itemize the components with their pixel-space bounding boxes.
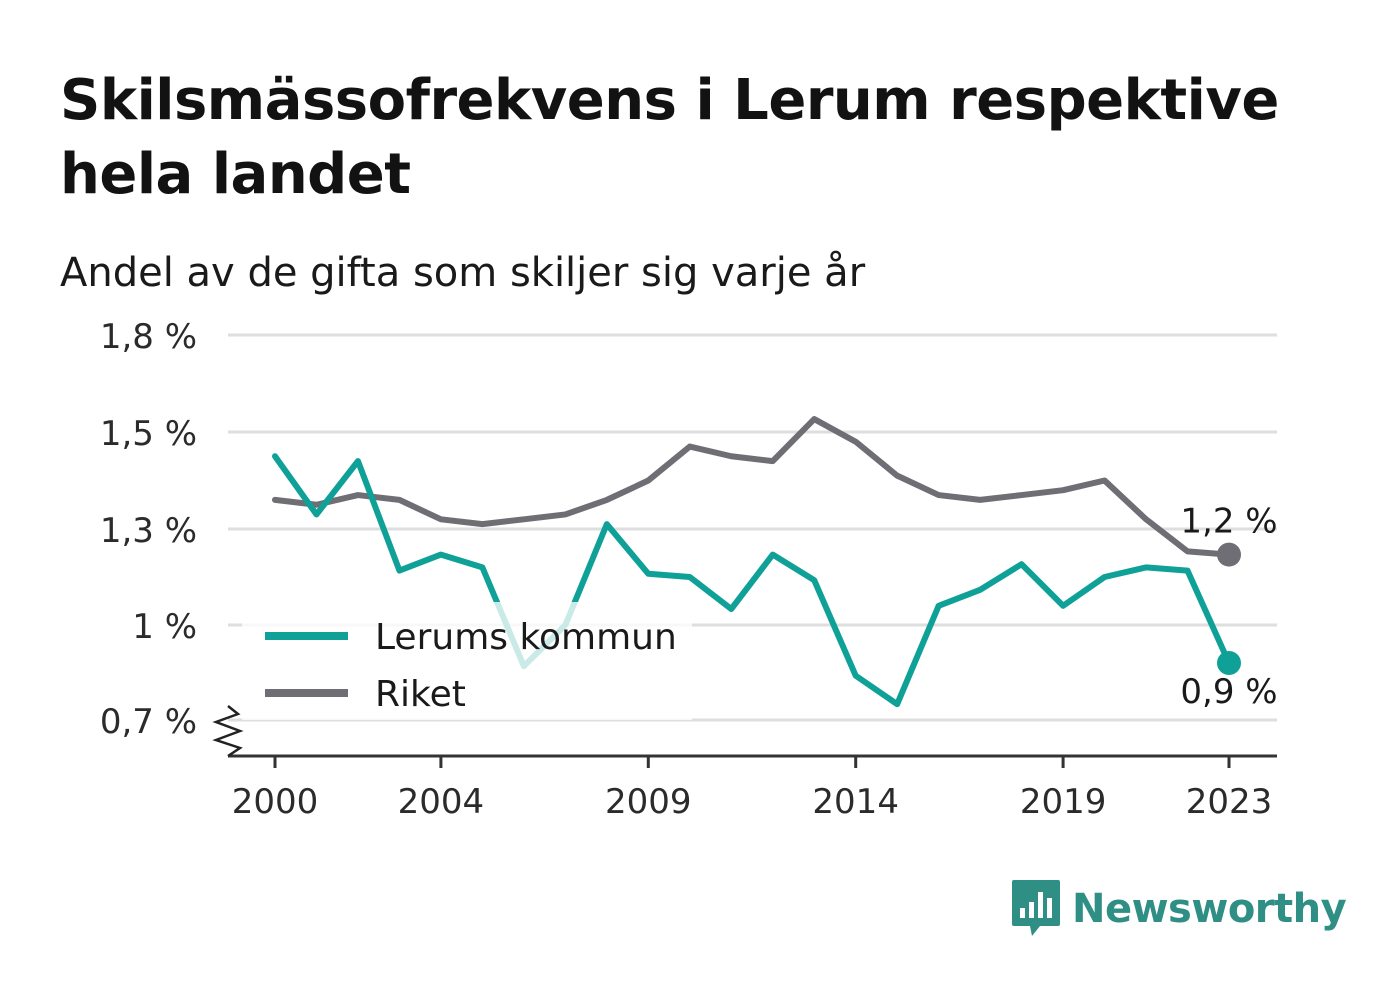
data-point-riket [606,499,608,501]
series-line-lerum [272,453,1232,708]
data-point-lerum [398,570,400,572]
end-marker-riket [1217,542,1241,567]
x-tick-label: 2000 [232,782,319,822]
data-point-lerum [1104,576,1106,578]
data-point-riket [1021,494,1023,496]
data-point-riket [938,494,940,496]
end-labels: 0,9 % 1,2 % [1180,502,1277,712]
data-point-riket [1187,550,1189,552]
data-point-lerum [730,608,732,610]
x-tick-label: 2009 [605,782,692,822]
data-point-lerum [1062,605,1064,607]
newsworthy-brand: Newsworthy [1010,878,1347,940]
x-axis-ticks: 2000 2004 2009 2014 2019 2023 [232,756,1273,822]
data-point-lerum [1021,563,1023,565]
y-tick-label: 1,3 % [100,511,197,551]
data-point-lerum [979,589,981,591]
data-point-riket [481,523,483,525]
data-point-lerum [938,605,940,607]
data-point-lerum [689,576,691,578]
data-point-riket [1104,480,1106,481]
legend: Lerums kommun Riket [242,602,692,720]
x-tick-label: 2004 [398,782,485,822]
data-point-lerum [855,675,857,677]
y-tick-label: 1,5 % [100,414,197,454]
data-point-riket [689,446,691,448]
data-point-riket [564,513,566,515]
data-point-riket [440,518,442,520]
data-point-riket [896,475,898,477]
y-tick-label: 0,7 % [100,702,197,742]
data-point-riket [647,480,649,481]
data-point-lerum [440,554,442,556]
data-point-lerum [481,566,483,568]
data-point-lerum [813,579,815,581]
chart-title: Skilsmässofrekvens i Lerum respektive he… [60,68,1279,207]
data-point-riket [357,494,359,496]
data-point-riket [979,499,981,501]
data-point-lerum [1187,570,1189,572]
end-label-riket: 1,2 % [1180,502,1277,542]
data-point-riket [772,460,774,462]
data-point-riket [1062,489,1064,491]
x-tick-label: 2014 [812,782,899,822]
data-point-lerum [274,455,276,457]
y-axis-ticks: 0,7 % 1 % 1,3 % 1,5 % 1,8 % [100,317,197,742]
y-tick-label: 1 % [132,607,197,647]
legend-label-lerum: Lerums kommun [375,617,677,658]
data-point-lerum [896,703,898,705]
data-point-lerum [315,513,317,515]
data-point-lerum [357,460,359,462]
data-point-lerum [647,573,649,575]
data-point-riket [523,518,525,520]
data-point-riket [730,455,732,457]
chart-subtitle: Andel av de gifta som skiljer sig varje … [60,250,866,296]
data-point-riket [315,504,317,506]
data-point-riket [1145,518,1147,520]
data-point-lerum [772,554,774,556]
end-marker-lerum [1217,651,1241,675]
brand-name: Newsworthy [1072,886,1347,932]
x-tick-label: 2019 [1020,782,1107,822]
x-axis [212,705,1277,758]
data-point-riket [274,499,276,501]
legend-background [242,602,692,720]
bar-chart-logo-icon [1012,880,1060,936]
series-line-riket [272,416,1232,558]
y-tick-label: 1,8 % [100,317,197,357]
end-label-lerum: 0,9 % [1180,672,1277,712]
data-point-riket [855,441,857,443]
data-point-riket [813,418,815,420]
axis-break-icon [212,705,244,758]
data-point-riket [398,499,400,501]
x-tick-label: 2023 [1186,782,1273,822]
data-point-lerum [606,523,608,525]
legend-label-riket: Riket [375,674,466,715]
data-point-lerum [1145,566,1147,568]
